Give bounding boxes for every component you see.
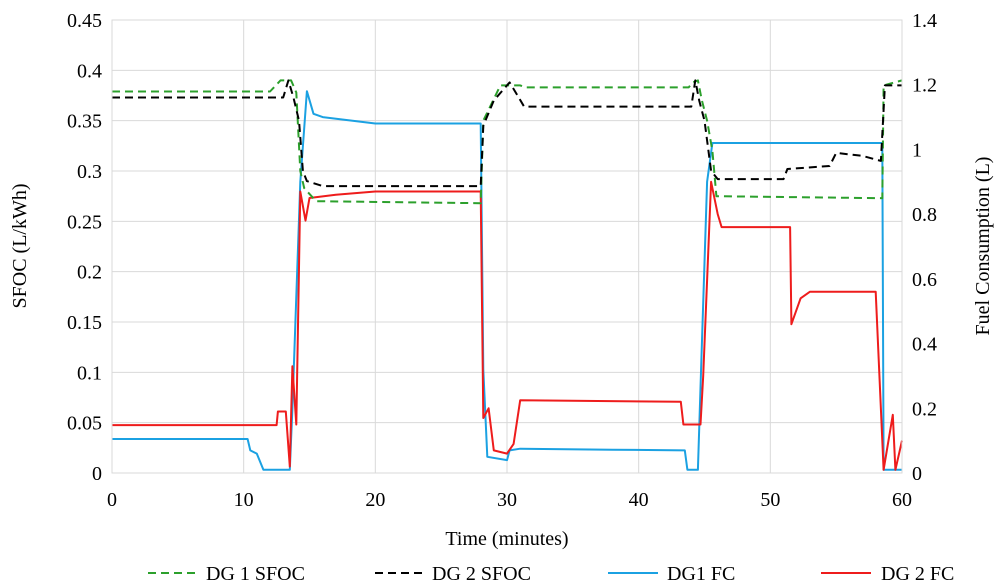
left-tick-label: 0.1 [77, 362, 102, 384]
x-tick-label: 10 [234, 489, 254, 511]
x-tick-label: 40 [629, 489, 649, 511]
series-line-dg-2-sfoc [112, 79, 902, 188]
legend-label: DG1 FC [667, 563, 735, 585]
x-axis-ticks: 0 10 20 30 40 50 60 [107, 489, 912, 511]
series-layer [112, 79, 903, 471]
right-tick-label: 1.2 [912, 75, 937, 97]
legend: DG 1 SFOC DG 2 SFOC DG1 FC DG 2 FC [148, 563, 954, 585]
grid-lines [111, 19, 903, 474]
left-tick-label: 0.4 [77, 60, 102, 82]
x-tick-label: 60 [892, 489, 912, 511]
left-tick-label: 0.35 [67, 111, 102, 133]
left-axis-ticks: 0 0.05 0.1 0.15 0.2 0.25 0.3 0.35 0.4 0.45 [67, 10, 102, 485]
left-tick-label: 0.05 [67, 413, 102, 435]
right-tick-label: 0.4 [912, 334, 937, 356]
right-tick-label: 1 [912, 139, 922, 161]
left-tick-label: 0.3 [77, 161, 102, 183]
x-tick-label: 50 [760, 489, 780, 511]
left-tick-label: 0.2 [77, 262, 102, 284]
series-line-dg-2-fc [112, 180, 903, 471]
x-tick-label: 20 [365, 489, 385, 511]
right-axis-ticks: 0 0.2 0.4 0.6 0.8 1 1.2 1.4 [912, 10, 937, 485]
right-axis-label: Fuel Consumption (L) [972, 157, 994, 336]
series-line-dg-1-sfoc [112, 79, 903, 205]
legend-label: DG 2 FC [881, 563, 954, 585]
left-tick-label: 0 [92, 463, 102, 485]
left-tick-label: 0.25 [67, 211, 102, 233]
right-tick-label: 0.2 [912, 398, 937, 420]
x-tick-label: 30 [497, 489, 517, 511]
x-axis-label: Time (minutes) [445, 528, 568, 550]
left-axis-label: SFOC (L/kWh) [9, 184, 31, 309]
legend-label: DG 2 SFOC [432, 563, 531, 585]
x-tick-label: 0 [107, 489, 117, 511]
plot-frame [111, 19, 903, 474]
right-tick-label: 1.4 [912, 10, 937, 32]
legend-label: DG 1 SFOC [206, 563, 305, 585]
right-tick-label: 0 [912, 463, 922, 485]
left-tick-label: 0.15 [67, 312, 102, 334]
right-tick-label: 0.6 [912, 269, 937, 291]
left-tick-label: 0.45 [67, 10, 102, 32]
right-tick-label: 0.8 [912, 204, 937, 226]
